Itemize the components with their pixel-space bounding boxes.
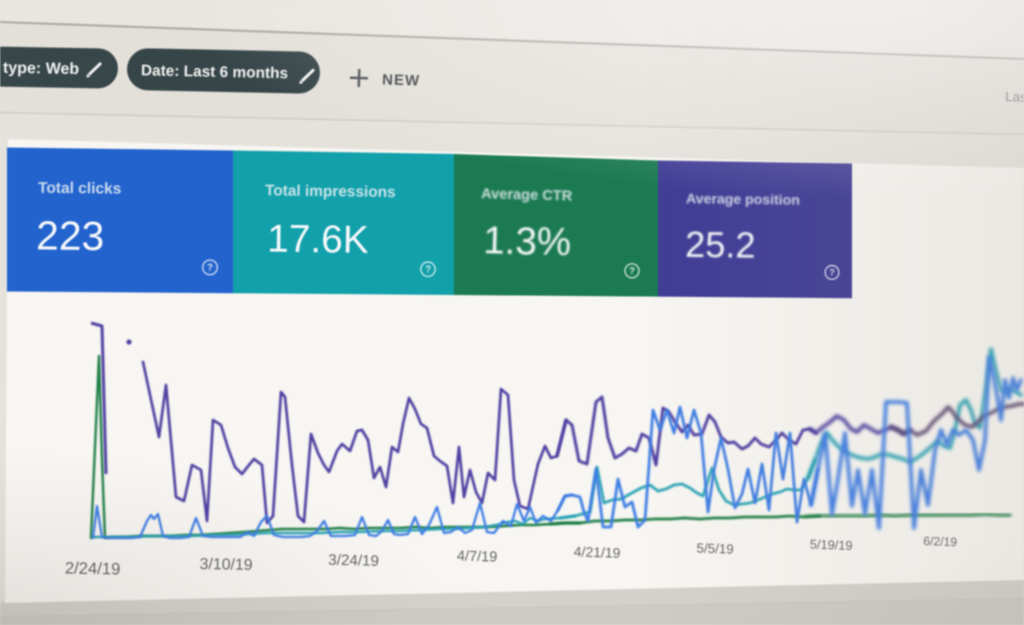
svg-text:5/19/19: 5/19/19 [810,537,853,554]
svg-text:4/21/19: 4/21/19 [574,543,621,560]
svg-text:5/5/19: 5/5/19 [696,540,734,556]
svg-text:25.2: 25.2 [685,224,756,266]
svg-text:2/24/19: 2/24/19 [65,559,121,579]
svg-text:?: ? [207,263,213,274]
svg-text:Last upd: Last upd [1005,89,1024,106]
svg-text:4/7/19: 4/7/19 [457,549,498,566]
svg-text:6/2/19: 6/2/19 [923,534,958,549]
svg-text:?: ? [425,264,431,275]
svg-text:Date: Last 6 months: Date: Last 6 months [141,62,288,82]
svg-text:17.6K: 17.6K [267,218,369,262]
svg-text:Average position: Average position [686,190,800,207]
svg-text:?: ? [629,266,635,277]
svg-text:1.3%: 1.3% [483,219,572,264]
svg-text:3/10/19: 3/10/19 [199,556,253,574]
svg-text:?: ? [829,266,835,277]
svg-text:type: Web: type: Web [3,60,80,78]
svg-text:Average CTR: Average CTR [481,186,573,204]
svg-text:Total clicks: Total clicks [38,180,121,198]
svg-text:NEW: NEW [382,72,420,90]
svg-text:Total impressions: Total impressions [265,182,396,201]
svg-text:3/24/19: 3/24/19 [328,552,379,570]
svg-text:223: 223 [36,212,105,259]
